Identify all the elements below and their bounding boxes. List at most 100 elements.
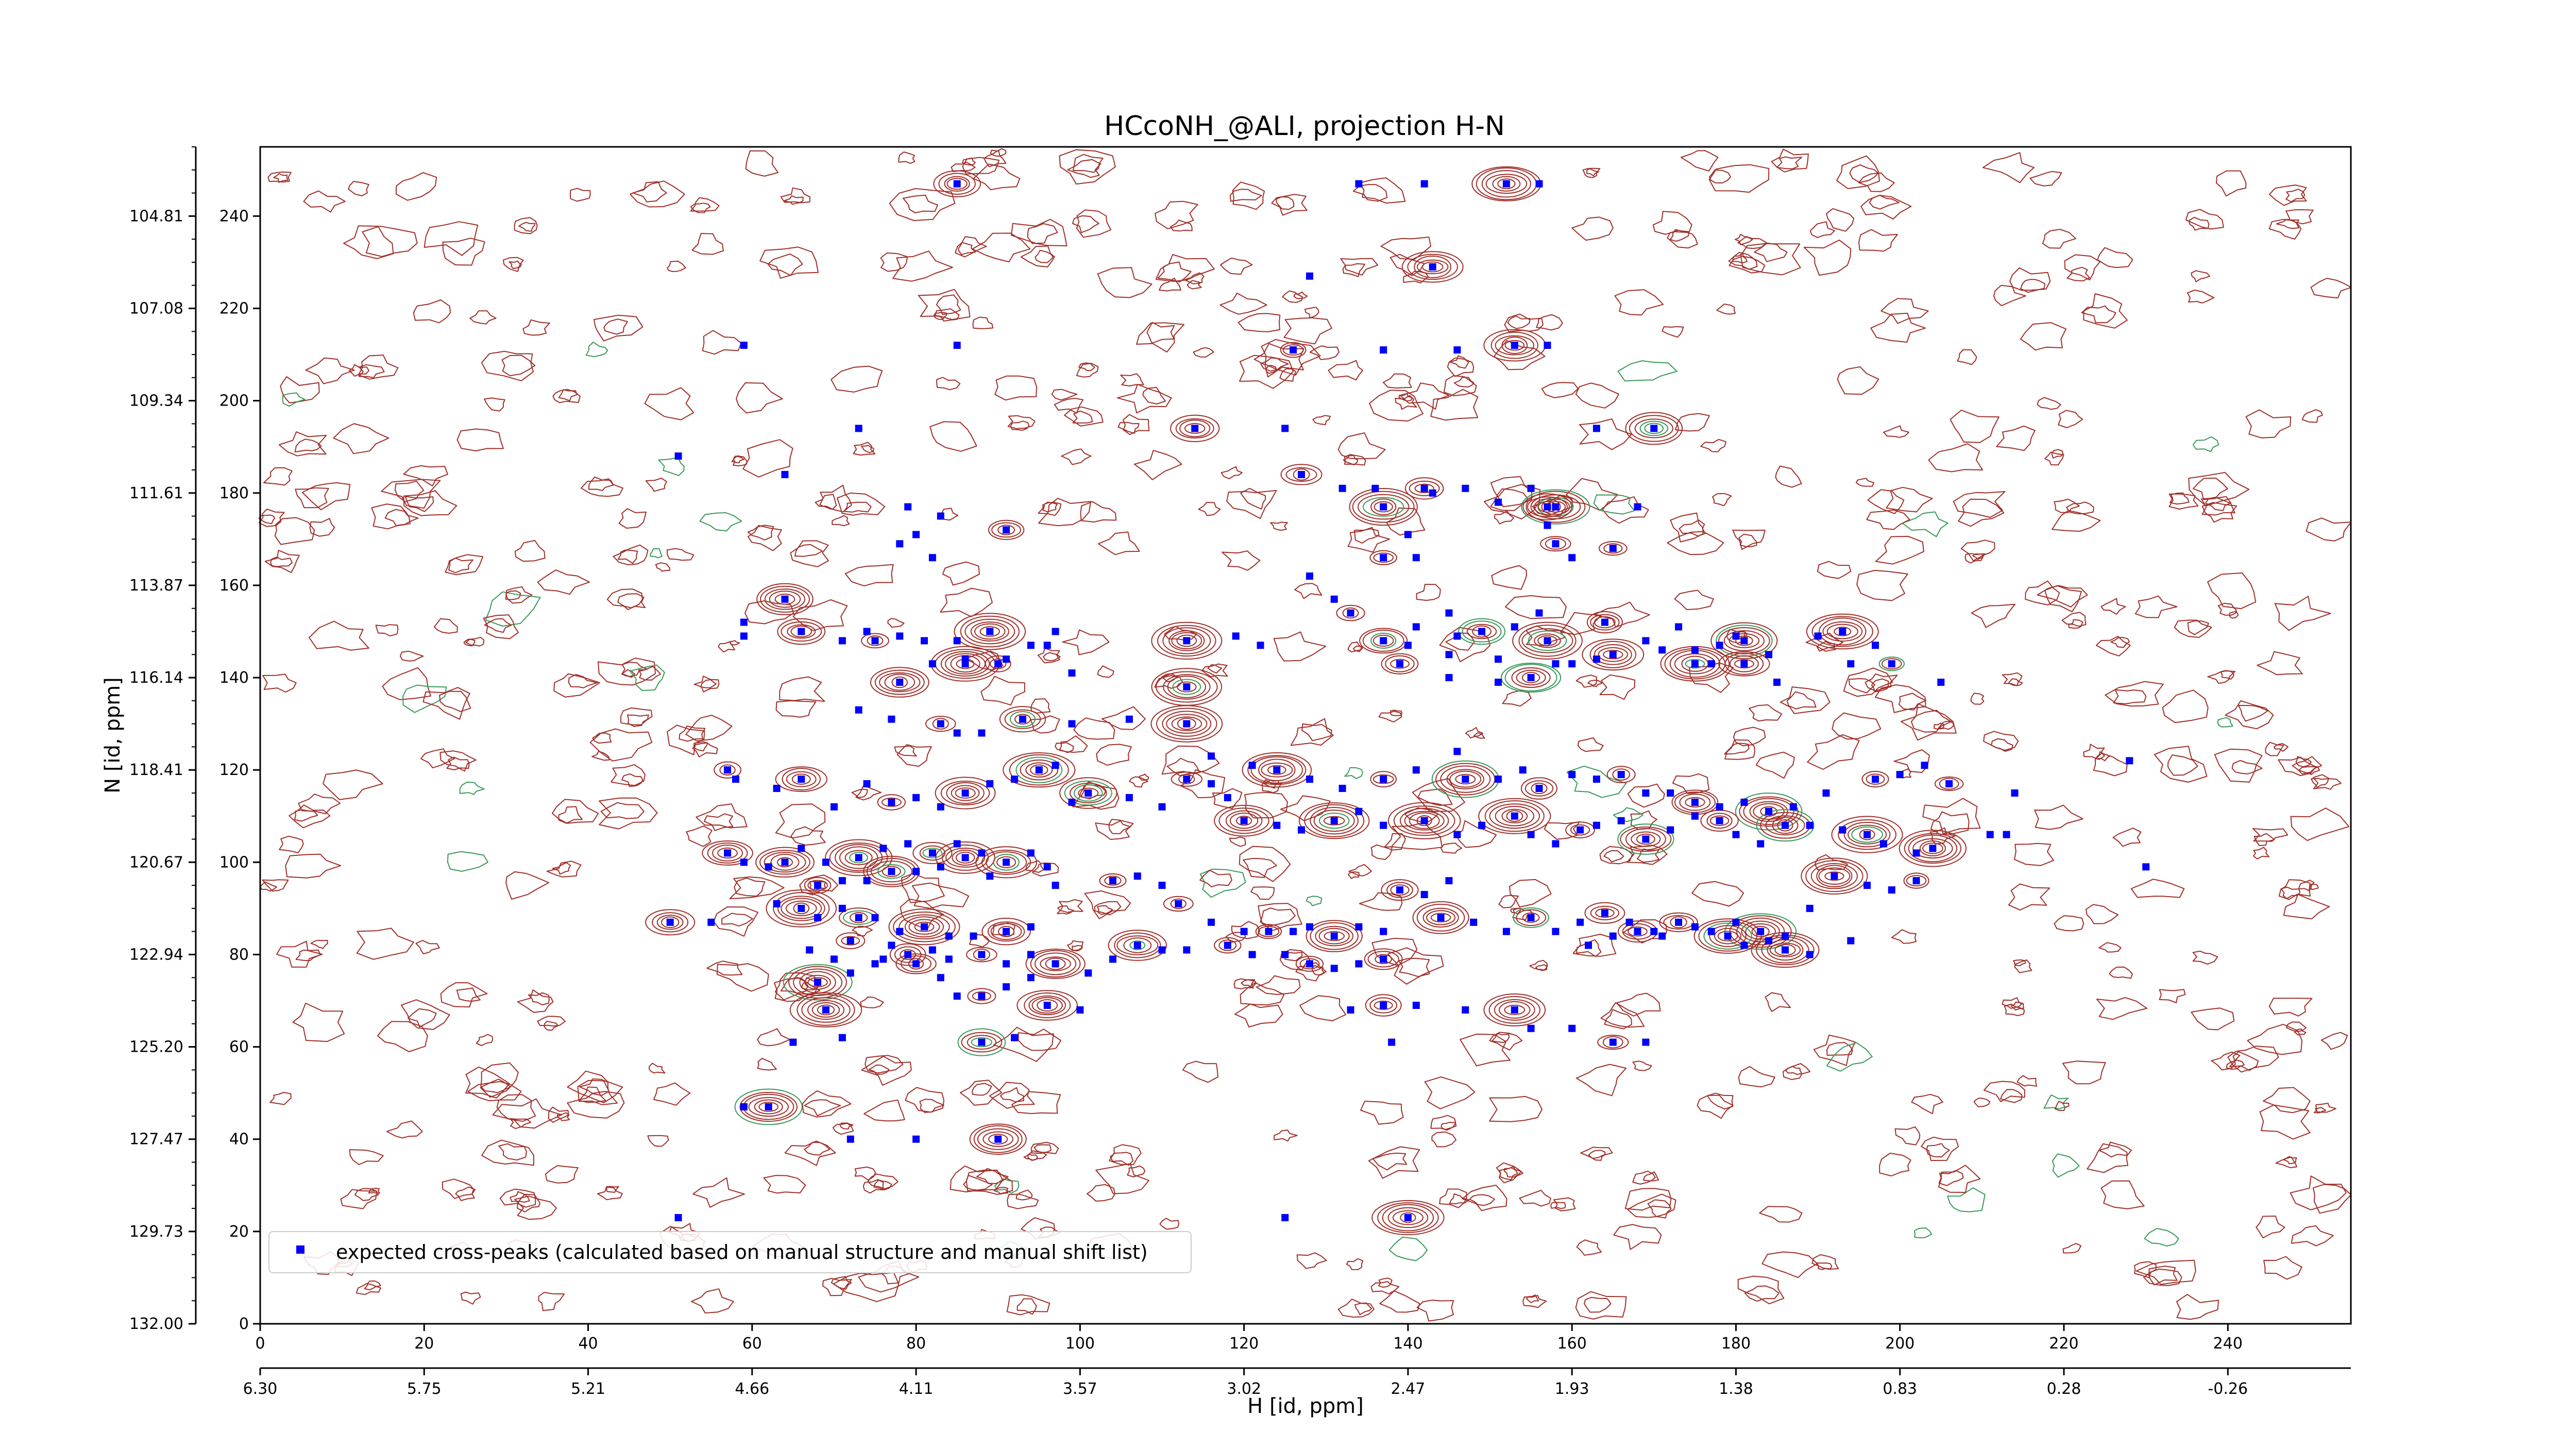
noise-contour — [2253, 833, 2275, 846]
noise-contour — [1354, 1302, 1372, 1316]
peak-contour — [1735, 635, 1753, 646]
peak-contour — [1504, 1004, 1526, 1015]
noise-contour — [1582, 167, 1601, 178]
noise-contour — [1576, 1239, 1602, 1256]
noise-contour — [1382, 373, 1412, 389]
noise-contour — [716, 963, 769, 992]
noise-contour — [1431, 1131, 1456, 1148]
cross-peak-point — [978, 1038, 986, 1046]
peak-contour — [1298, 802, 1370, 839]
noise-contour — [1957, 349, 1977, 365]
noise-contour — [2276, 218, 2299, 229]
noise-contour — [1198, 501, 1221, 516]
cross-peak-point — [1535, 180, 1543, 188]
peak-contour — [1214, 937, 1242, 954]
noise-contour — [638, 666, 661, 681]
noise-contour — [693, 676, 720, 693]
noise-contour — [691, 1288, 734, 1313]
cross-peak-point — [1109, 955, 1116, 963]
cross-peak-point — [2011, 789, 2019, 797]
noise-contour — [514, 1195, 557, 1220]
noise-contour — [1504, 595, 1567, 619]
peak-contour — [877, 864, 906, 879]
noise-contour — [1759, 1206, 1803, 1223]
noise-contour — [1509, 879, 1552, 908]
noise-contour — [1359, 892, 1403, 911]
cross-peak-point — [1052, 628, 1059, 635]
noise-contour — [1290, 718, 1334, 746]
noise-contour — [1600, 1002, 1645, 1028]
noise-contour — [1387, 947, 1444, 985]
cross-peak-point — [928, 849, 936, 857]
cross-peak-point — [1888, 886, 1895, 894]
noise-contour — [404, 496, 434, 512]
peak-contour — [1819, 617, 1867, 646]
peak-contour — [944, 176, 970, 192]
noise-contour — [792, 599, 848, 631]
noise-contour — [867, 1173, 899, 1189]
peak-contour — [748, 1097, 789, 1117]
peak-contour — [769, 591, 801, 608]
peak-contour — [912, 841, 953, 864]
noise-contour — [790, 826, 826, 846]
noise-contour — [485, 591, 541, 627]
x-ppm-tick-label: 0.28 — [2047, 1380, 2081, 1398]
peak-contour — [1518, 625, 1577, 657]
noise-contour — [1347, 642, 1362, 653]
noise-contour — [1388, 1236, 1428, 1261]
y-ppm-tick-label: 111.61 — [129, 484, 183, 502]
peak-contour — [1483, 993, 1546, 1026]
peak-contour — [1625, 412, 1683, 445]
peak-contour — [1070, 783, 1107, 803]
cross-peak-point — [740, 618, 748, 626]
cross-peak-point — [1650, 425, 1658, 432]
noise-contour — [863, 1099, 905, 1122]
noise-contour — [2054, 1101, 2070, 1111]
cross-peak-point — [1478, 628, 1486, 635]
noise-contour — [1604, 1009, 1632, 1030]
noise-contour — [963, 1174, 993, 1191]
peak-contour — [1179, 419, 1211, 437]
x-index-tick-label: 40 — [578, 1335, 598, 1353]
noise-contour — [839, 1122, 854, 1130]
noise-contour — [1261, 339, 1321, 376]
peak-contour — [1229, 813, 1259, 829]
y-ppm-axis: 132.00129.73127.47125.20122.94120.67118.… — [129, 146, 197, 1333]
noise-contour — [1328, 360, 1363, 381]
noise-contour — [2037, 397, 2061, 410]
cross-peak-point — [1003, 983, 1010, 991]
noise-contour — [2105, 681, 2164, 707]
noise-contour — [1586, 168, 1599, 177]
cross-peak-point — [888, 868, 895, 875]
peak-contour — [756, 583, 814, 615]
peak-contour — [839, 846, 878, 869]
y-index-tick-label: 120 — [219, 761, 249, 779]
noise-contour — [2268, 218, 2302, 240]
cross-peak-point — [674, 1214, 682, 1221]
cross-peak-point — [1281, 425, 1289, 432]
noise-contour — [1670, 512, 1704, 543]
cross-peak-point — [1592, 655, 1600, 663]
noise-contour — [2278, 879, 2311, 900]
peak-contour — [1313, 810, 1355, 832]
cross-peak-point — [896, 679, 904, 686]
noise-contour — [1346, 1258, 1364, 1270]
peak-contour — [1485, 174, 1528, 194]
cross-peak-point — [1609, 1038, 1617, 1046]
noise-contour — [552, 862, 571, 875]
noise-contour — [2020, 279, 2045, 293]
peak-contour — [1644, 423, 1664, 434]
cross-peak-point — [831, 955, 838, 963]
cross-peak-point — [896, 928, 904, 935]
peak-contour — [881, 797, 902, 807]
cross-peak-point — [1404, 1214, 1412, 1221]
peak-contour — [1534, 633, 1561, 648]
peak-contour — [1753, 803, 1785, 820]
noise-contour — [1129, 776, 1148, 788]
cross-peak-point — [953, 992, 961, 1000]
noise-contour — [282, 392, 306, 407]
noise-contour — [1837, 366, 1879, 395]
peak-contour — [1631, 831, 1661, 847]
noise-contour — [501, 355, 536, 377]
noise-contour — [1587, 679, 1603, 687]
